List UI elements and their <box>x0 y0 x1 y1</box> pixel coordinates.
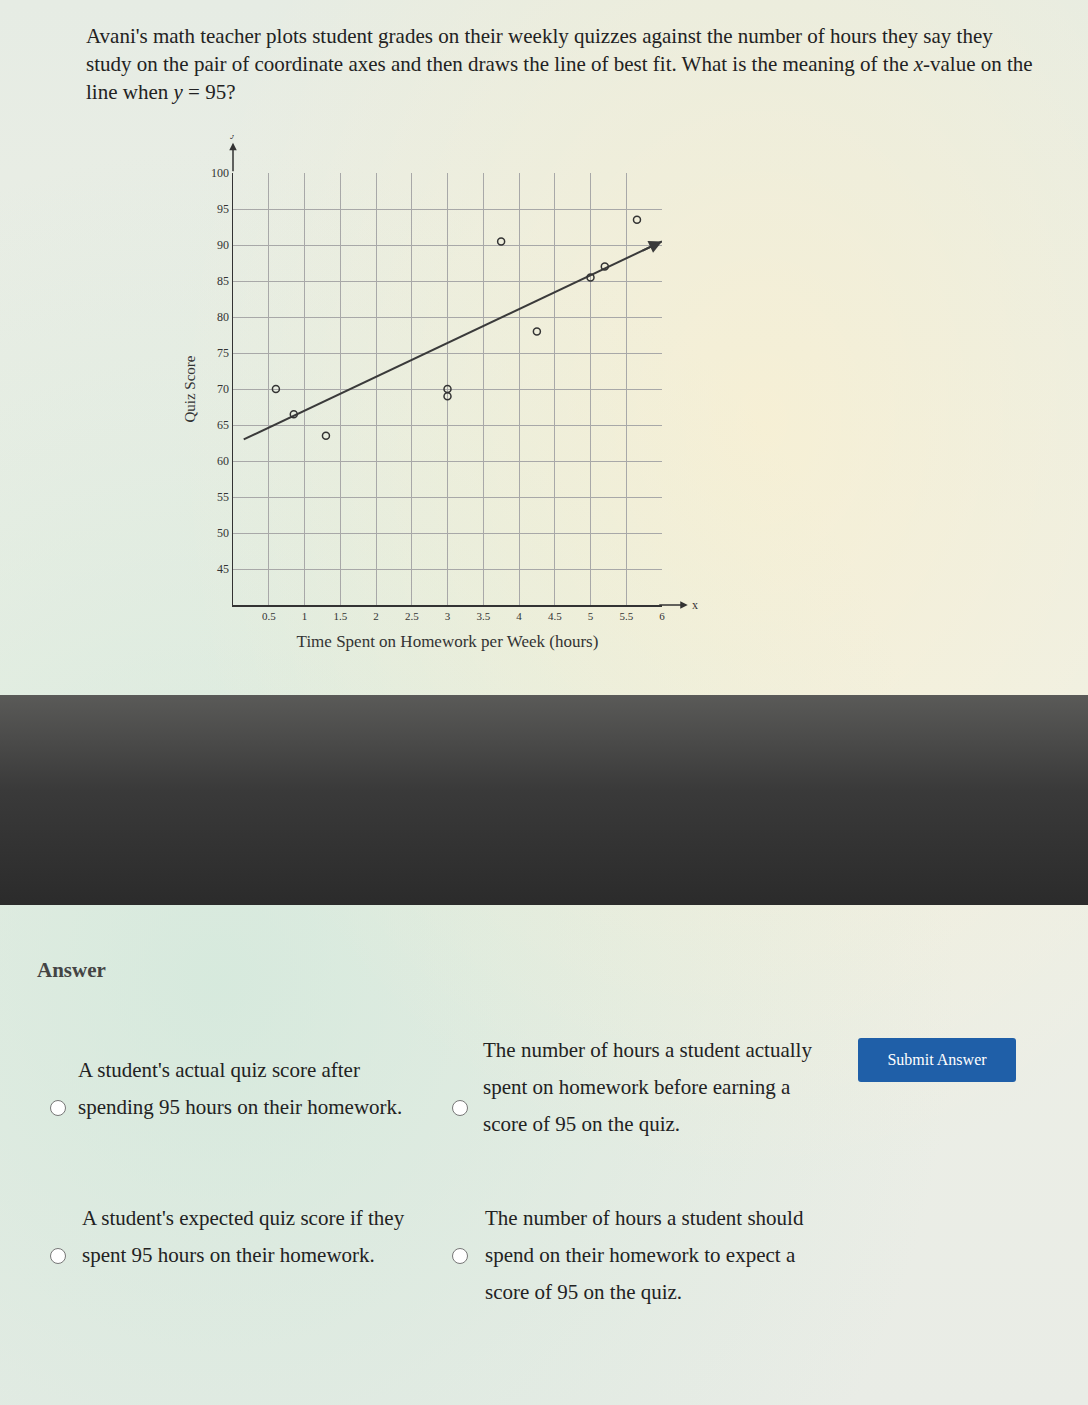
svg-text:45: 45 <box>217 562 229 576</box>
svg-text:3: 3 <box>445 610 451 622</box>
svg-text:80: 80 <box>217 310 229 324</box>
svg-text:1.5: 1.5 <box>333 610 347 622</box>
svg-text:55: 55 <box>217 490 229 504</box>
html-text:Avani's math teacher plots stu: Avani's math teacher plots student grade… <box>86 24 1033 104</box>
svg-text:50: 50 <box>217 526 229 540</box>
svg-text:0.5: 0.5 <box>262 610 276 622</box>
svg-text:85: 85 <box>217 274 229 288</box>
svg-text:5: 5 <box>588 610 594 622</box>
svg-text:3.5: 3.5 <box>476 610 490 622</box>
svg-text:95: 95 <box>217 202 229 216</box>
svg-text:5.5: 5.5 <box>619 610 633 622</box>
svg-text:Time Spent on Homework per Wee: Time Spent on Homework per Week (hours) <box>297 632 599 651</box>
html-text:Submit Answer: Submit Answer <box>887 1051 987 1068</box>
svg-text:90: 90 <box>217 238 229 252</box>
svg-text:2.5: 2.5 <box>405 610 419 622</box>
html-text:A student's actual quiz score: A student's actual quiz score after spen… <box>78 1058 403 1119</box>
svg-text:Quiz Score: Quiz Score <box>182 355 198 422</box>
svg-text:6: 6 <box>659 610 665 622</box>
svg-text:4: 4 <box>516 610 522 622</box>
svg-text:60: 60 <box>217 454 229 468</box>
svg-text:x: x <box>692 598 698 612</box>
html-text:The number of hours a student: The number of hours a student actually s… <box>483 1038 812 1136</box>
svg-text:75: 75 <box>217 346 229 360</box>
html-text:Answer: Answer <box>37 958 106 982</box>
html-text:The number of hours a student: The number of hours a student should spe… <box>485 1206 804 1304</box>
svg-text:1: 1 <box>302 610 308 622</box>
html-text:A student's expected quiz scor: A student's expected quiz score if they … <box>82 1206 405 1267</box>
svg-text:70: 70 <box>217 382 229 396</box>
svg-text:4.5: 4.5 <box>548 610 562 622</box>
svg-text:2: 2 <box>373 610 379 622</box>
svg-text:y: y <box>230 135 236 139</box>
svg-text:100: 100 <box>211 166 229 180</box>
svg-text:65: 65 <box>217 418 229 432</box>
